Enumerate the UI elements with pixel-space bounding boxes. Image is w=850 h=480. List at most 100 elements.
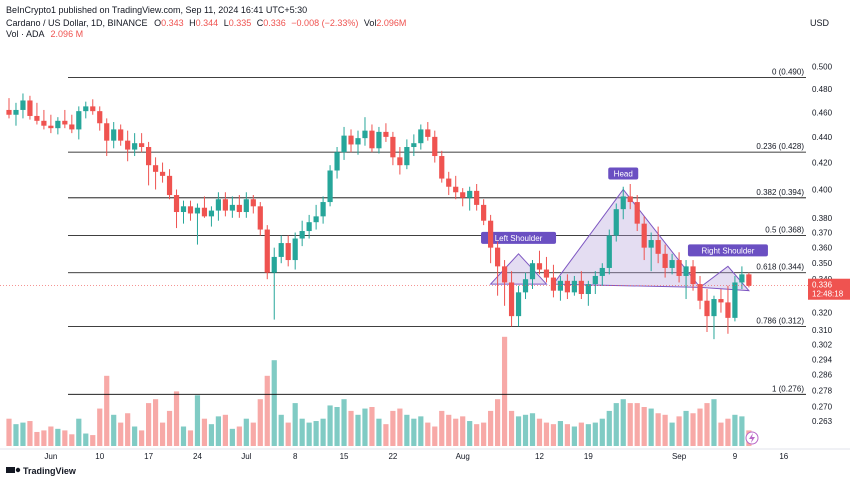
candle-body bbox=[348, 135, 354, 145]
volume-bar bbox=[194, 395, 201, 446]
volume-bar bbox=[732, 414, 738, 446]
volume-bar bbox=[669, 422, 675, 446]
candle-body bbox=[404, 147, 410, 166]
candle-body bbox=[676, 260, 682, 276]
fib-label-0.5: 0.5 (0.368) bbox=[765, 226, 804, 235]
price-tick: 0.350 bbox=[812, 259, 833, 268]
volume-bar bbox=[439, 410, 445, 446]
volume-bar bbox=[515, 416, 522, 446]
lightning-icon[interactable] bbox=[745, 431, 759, 445]
volume-bar bbox=[299, 418, 305, 446]
candle-body bbox=[390, 136, 396, 158]
volume-bar bbox=[383, 424, 389, 446]
volume-bar bbox=[208, 424, 215, 446]
volume-bar bbox=[376, 418, 382, 446]
volume-bar bbox=[627, 403, 633, 446]
candle-body bbox=[508, 282, 515, 317]
volume-bar bbox=[48, 426, 54, 446]
ohlc-open-value: 0.343 bbox=[161, 18, 184, 28]
candle-body bbox=[152, 165, 159, 172]
current-price-box bbox=[808, 278, 850, 300]
time-axis[interactable]: Jun 10 17 24 Jul 8 15 22 Aug 12 19 Sep 9 16 bbox=[0, 448, 850, 461]
volume-bar bbox=[704, 403, 710, 446]
price-axis[interactable]: 0.500 0.480 0.460 0.440 0.420 0.400 0.380 0.370… bbox=[812, 62, 833, 426]
volume-bar bbox=[683, 410, 689, 446]
candles bbox=[6, 93, 752, 340]
volume-bar bbox=[139, 430, 145, 446]
candle-body bbox=[460, 192, 466, 198]
candle-body bbox=[501, 266, 508, 283]
volume-bar bbox=[180, 426, 187, 446]
candle-body bbox=[320, 202, 326, 217]
candle-body bbox=[292, 238, 298, 261]
head-and-shoulders-pattern[interactable]: Left Shoulder Head Right Shoulder bbox=[481, 167, 768, 292]
volume-bar bbox=[571, 426, 577, 446]
candle-body bbox=[118, 129, 124, 141]
candle-body bbox=[48, 125, 54, 129]
volume-bar bbox=[236, 426, 242, 446]
volume-series-value: 2.096 M bbox=[51, 29, 84, 39]
volume-bar bbox=[446, 414, 452, 446]
candle-body bbox=[278, 243, 284, 257]
candle-body bbox=[159, 171, 166, 176]
candle-body bbox=[62, 120, 68, 125]
candle-body bbox=[132, 143, 138, 150]
price-tick: 0.400 bbox=[812, 185, 833, 194]
candle-body bbox=[180, 206, 187, 213]
volume-bar bbox=[488, 410, 494, 446]
price-tick: 0.370 bbox=[812, 229, 833, 238]
candle-body bbox=[467, 190, 473, 198]
volume-bar bbox=[362, 408, 368, 446]
candle-body bbox=[355, 138, 361, 145]
volume-bar bbox=[264, 375, 270, 446]
volume-bar bbox=[166, 410, 173, 446]
candle-body bbox=[41, 120, 47, 126]
tradingview-logo-icon[interactable] bbox=[6, 467, 21, 473]
volume-bar bbox=[83, 433, 89, 446]
price-tick: 0.460 bbox=[812, 108, 833, 117]
volume-bar bbox=[306, 422, 312, 446]
price-tick: 0.286 bbox=[812, 371, 833, 380]
candle-body bbox=[453, 186, 459, 193]
price-tick: 0.263 bbox=[812, 417, 833, 426]
candle-body bbox=[495, 247, 501, 267]
candle-body bbox=[578, 280, 584, 295]
volume-bar bbox=[62, 430, 68, 446]
volume-bar bbox=[495, 399, 501, 446]
time-tick: 12 bbox=[535, 452, 544, 461]
volume-bar bbox=[313, 421, 319, 446]
candle-body bbox=[641, 223, 647, 248]
volume-bar bbox=[418, 416, 424, 446]
volume-bar bbox=[229, 428, 235, 446]
candle-body bbox=[299, 231, 305, 239]
volume-bar bbox=[111, 414, 117, 446]
candle-body bbox=[201, 207, 208, 217]
candle-body bbox=[488, 220, 494, 248]
candle-body bbox=[550, 277, 557, 291]
volume-bar bbox=[159, 422, 166, 446]
volume-bar bbox=[187, 430, 194, 446]
volume-bar bbox=[125, 413, 131, 446]
volume-bar bbox=[76, 418, 82, 446]
volume-bar bbox=[432, 426, 438, 446]
current-price-countdown: 12:48:18 bbox=[812, 290, 844, 299]
candle-body bbox=[725, 302, 731, 318]
time-tick: 22 bbox=[388, 452, 397, 461]
candle-body bbox=[529, 263, 536, 280]
price-tick: 0.310 bbox=[812, 326, 833, 335]
volume-bar bbox=[118, 422, 124, 446]
time-tick: 17 bbox=[144, 452, 153, 461]
candle-body bbox=[173, 195, 180, 213]
candle-body bbox=[76, 111, 82, 130]
ohlc-open-key: O bbox=[154, 18, 161, 28]
fib-label-1: 1 (0.276) bbox=[772, 384, 804, 393]
volume-bar bbox=[341, 399, 347, 446]
volume-bar bbox=[222, 414, 228, 446]
fibonacci-levels[interactable]: 0 (0.490) 0.236 (0.428) 0.382 (0.394) 0.5 (… bbox=[68, 67, 806, 395]
candle-body bbox=[243, 199, 249, 213]
candle-body bbox=[564, 280, 570, 293]
candle-body bbox=[571, 280, 577, 293]
volume-bar bbox=[529, 413, 536, 446]
